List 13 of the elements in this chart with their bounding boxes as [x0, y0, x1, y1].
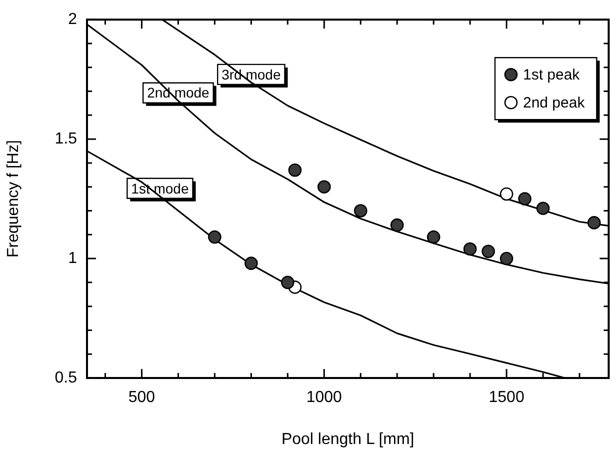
- annotation: 1st mode: [131, 180, 189, 196]
- y-tick-label: 1.5: [54, 130, 78, 148]
- y-tick-label: 1: [68, 250, 78, 267]
- x-tick-label: 1500: [488, 389, 524, 406]
- x-axis-title: Pool length L [mm]: [281, 430, 414, 448]
- annotation: 2nd mode: [147, 84, 210, 101]
- y-axis-title: Frequency f [Hz]: [5, 140, 22, 258]
- legend-label: 1st peak: [522, 66, 580, 84]
- x-tick-label: 500: [128, 389, 156, 406]
- legend-label: 2nd peak: [522, 94, 586, 112]
- x-tick-label: 1000: [306, 389, 342, 406]
- y-tick-label: 2: [68, 11, 78, 28]
- y-tick-label: 0.5: [54, 369, 78, 386]
